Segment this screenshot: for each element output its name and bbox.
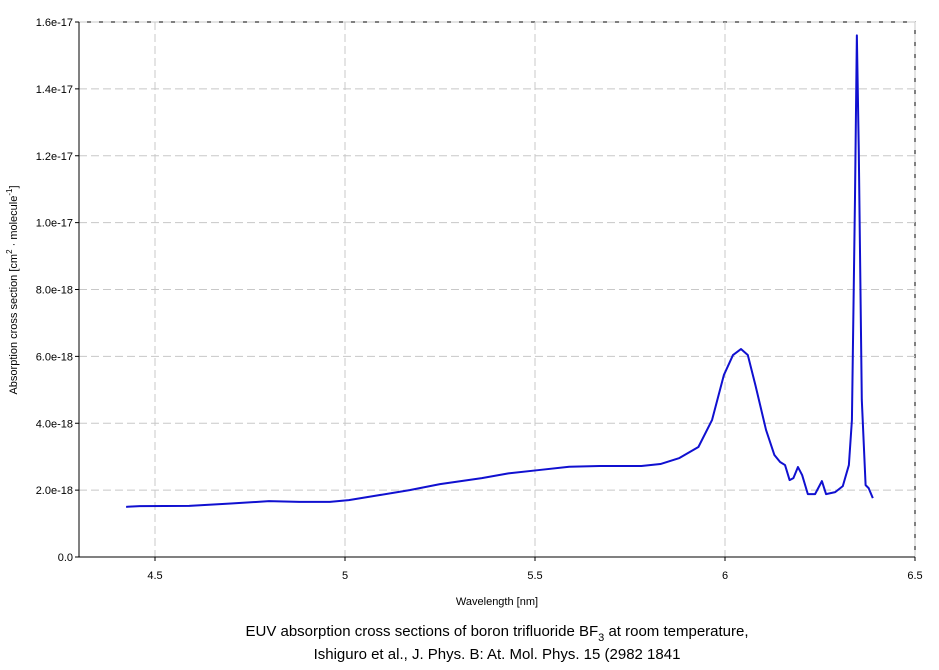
y-label-sup: -1 [5, 188, 14, 196]
y-label-part: ] [8, 185, 20, 188]
data-line [126, 34, 874, 508]
y-tick-label: 6.0e-18 [36, 351, 73, 363]
y-tick-label: 1.4e-17 [36, 84, 73, 96]
chart-subtitle: Ishiguro et al., J. Phys. B: At. Mol. Ph… [314, 646, 681, 663]
x-tick-label: 6.5 [907, 570, 922, 582]
y-tick-label: 2.0e-18 [36, 485, 73, 497]
x-tick-label: 5 [342, 570, 348, 582]
x-axis-label: Wavelength [nm] [456, 596, 538, 608]
y-tick-label: 1.2e-17 [36, 151, 73, 163]
y-tick-label: 4.0e-18 [36, 418, 73, 430]
x-tick-label: 6 [722, 570, 728, 582]
chart-title: EUV absorption cross sections of boron t… [245, 623, 748, 644]
y-tick-label: 1.0e-17 [36, 218, 73, 230]
y-tick-label: 0.0 [58, 552, 73, 564]
x-tick-label: 4.5 [147, 570, 162, 582]
title-part: at room temperature, [604, 623, 748, 640]
y-label-sup: 2 [5, 249, 14, 254]
y-label-part: Absorption cross section [cm [8, 254, 20, 395]
title-sub: 3 [598, 632, 604, 644]
y-tick-label: 1.6e-17 [36, 17, 73, 29]
y-label-part: · molecule [8, 196, 20, 250]
x-tick-label: 5.5 [527, 570, 542, 582]
y-tick-label: 8.0e-18 [36, 285, 73, 297]
y-axis-label: Absorption cross section [cm2 · molecule… [5, 185, 20, 394]
title-part: EUV absorption cross sections of boron t… [245, 623, 598, 640]
